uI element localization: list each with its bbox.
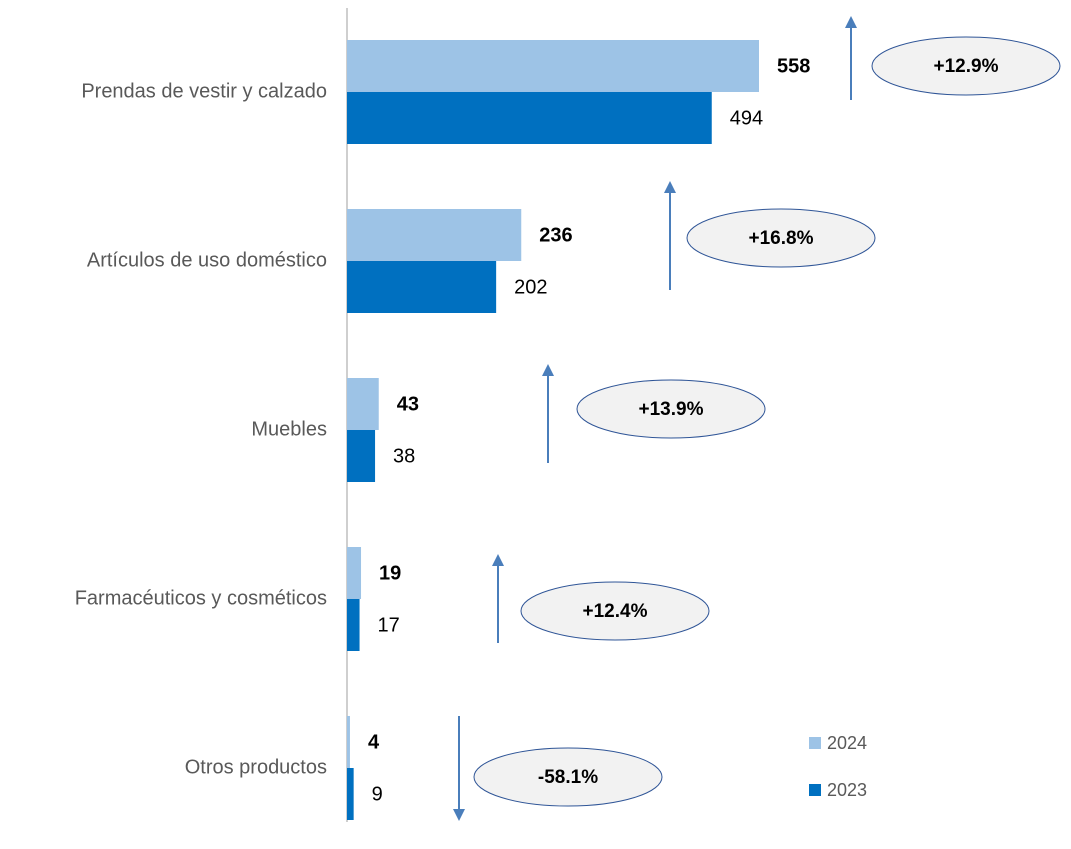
legend-swatch	[809, 737, 821, 749]
bar	[347, 768, 354, 820]
change-label: -58.1%	[538, 767, 598, 788]
bar	[347, 599, 360, 651]
change-label: +16.8%	[749, 228, 814, 249]
bar	[347, 209, 522, 261]
bar	[347, 378, 379, 430]
value-label: 494	[730, 107, 763, 129]
bar	[347, 261, 497, 313]
bar	[347, 430, 376, 482]
change-label: +12.4%	[583, 601, 648, 622]
value-label: 558	[777, 55, 810, 77]
change-label: +12.9%	[934, 56, 999, 77]
bar	[347, 547, 362, 599]
change-bubble	[686, 208, 876, 268]
category-label: Muebles	[251, 418, 327, 440]
value-label: 19	[379, 562, 401, 584]
value-label: 236	[539, 224, 572, 246]
legend-swatch	[809, 784, 821, 796]
legend-label: 2023	[827, 780, 867, 800]
value-label: 4	[368, 731, 380, 753]
category-label: Artículos de uso doméstico	[87, 249, 327, 271]
category-label: Farmacéuticos y cosméticos	[75, 587, 327, 609]
bar	[347, 92, 712, 144]
value-label: 43	[397, 393, 419, 415]
value-label: 202	[514, 276, 547, 298]
change-label: +13.9%	[639, 399, 704, 420]
value-label: 38	[393, 445, 415, 467]
change-bubble	[520, 581, 710, 641]
value-label: 9	[372, 783, 383, 805]
value-label: 17	[378, 614, 400, 636]
bar	[347, 40, 759, 92]
change-bubble	[576, 379, 766, 439]
category-label: Prendas de vestir y calzado	[81, 80, 327, 102]
legend-label: 2024	[827, 733, 867, 753]
change-bubble	[473, 747, 663, 807]
change-bubble	[871, 36, 1061, 96]
bar	[347, 716, 350, 768]
category-label: Otros productos	[185, 756, 327, 778]
